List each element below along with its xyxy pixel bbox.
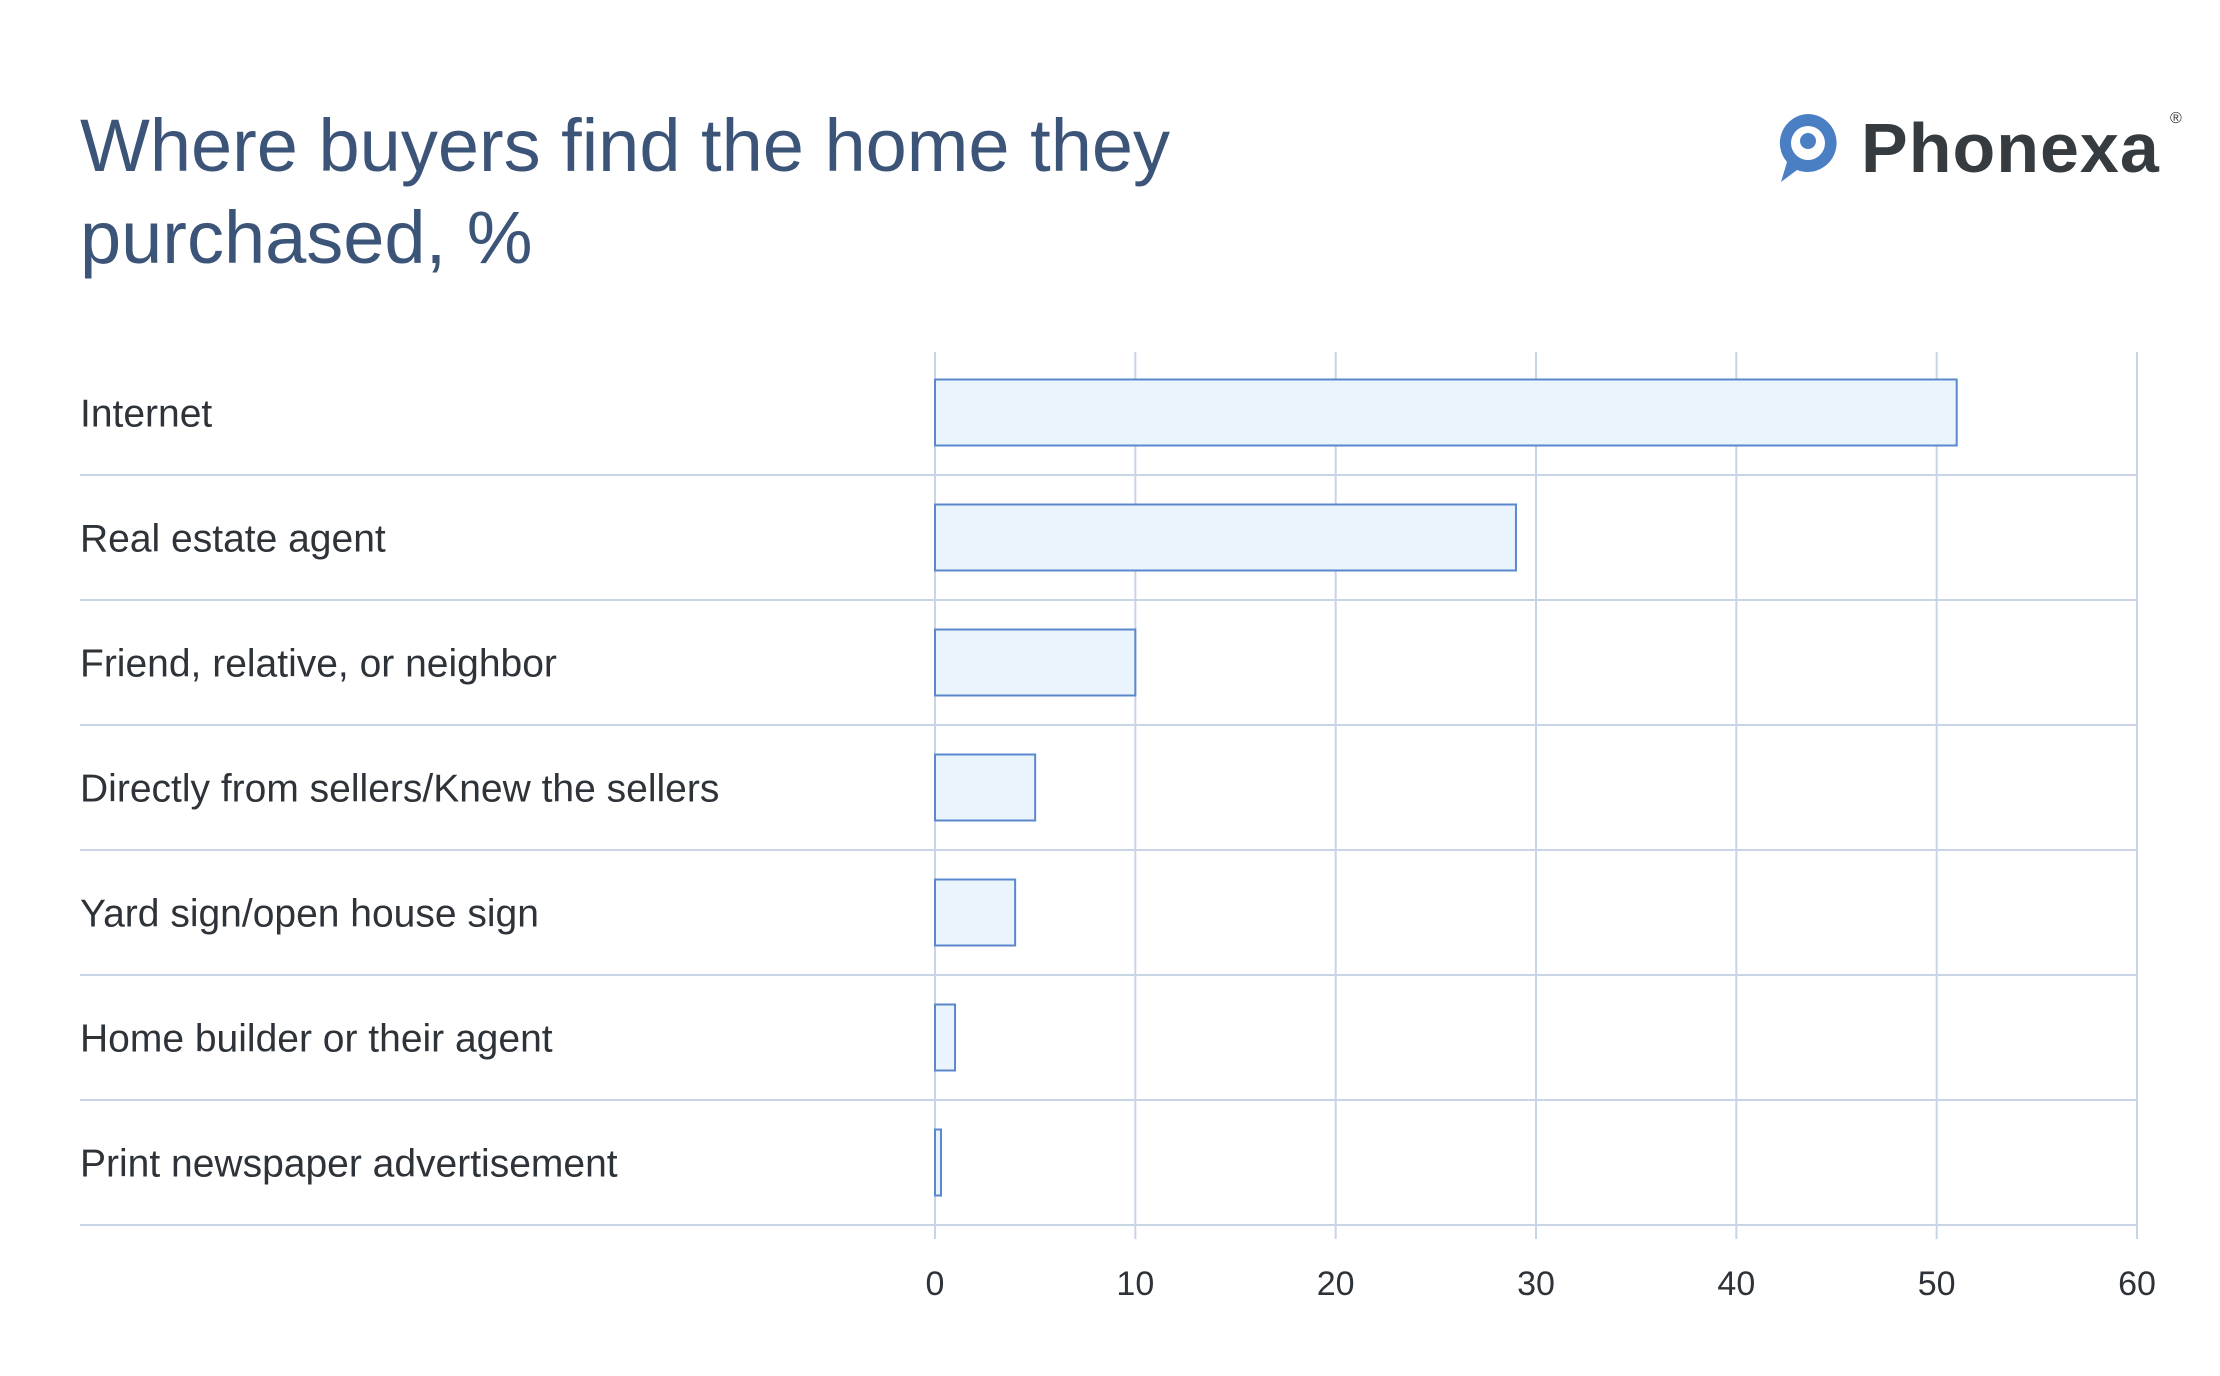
category-label: Yard sign/open house sign — [80, 893, 539, 936]
speech-bubble-logo-icon — [1779, 114, 1837, 182]
bar — [934, 628, 1137, 697]
phonexa-logo: Phonexa ® — [1775, 108, 2182, 188]
x-tick-label: 50 — [1918, 1265, 1956, 1303]
registered-mark: ® — [2169, 110, 2182, 127]
bar — [934, 1003, 957, 1072]
bar — [934, 878, 1017, 947]
logo-text: Phonexa — [1861, 109, 2160, 187]
bar — [934, 378, 1958, 447]
category-label: Internet — [80, 393, 212, 436]
category-label: Print newspaper advertisement — [80, 1143, 618, 1186]
bar — [934, 503, 1517, 572]
category-label: Directly from sellers/Knew the sellers — [80, 768, 719, 811]
x-tick-label: 0 — [926, 1265, 945, 1303]
bar — [934, 753, 1037, 822]
x-tick-label: 20 — [1317, 1265, 1355, 1303]
x-tick-label: 10 — [1116, 1265, 1154, 1303]
x-tick-label: 30 — [1517, 1265, 1555, 1303]
bar — [934, 1128, 943, 1197]
x-tick-label: 60 — [2118, 1265, 2156, 1303]
x-tick-label: 40 — [1717, 1265, 1755, 1303]
category-label: Real estate agent — [80, 518, 386, 561]
category-label: Friend, relative, or neighbor — [80, 643, 557, 686]
chart-title: Where buyers find the home they purchase… — [80, 104, 1171, 279]
category-label: Home builder or their agent — [80, 1018, 553, 1061]
